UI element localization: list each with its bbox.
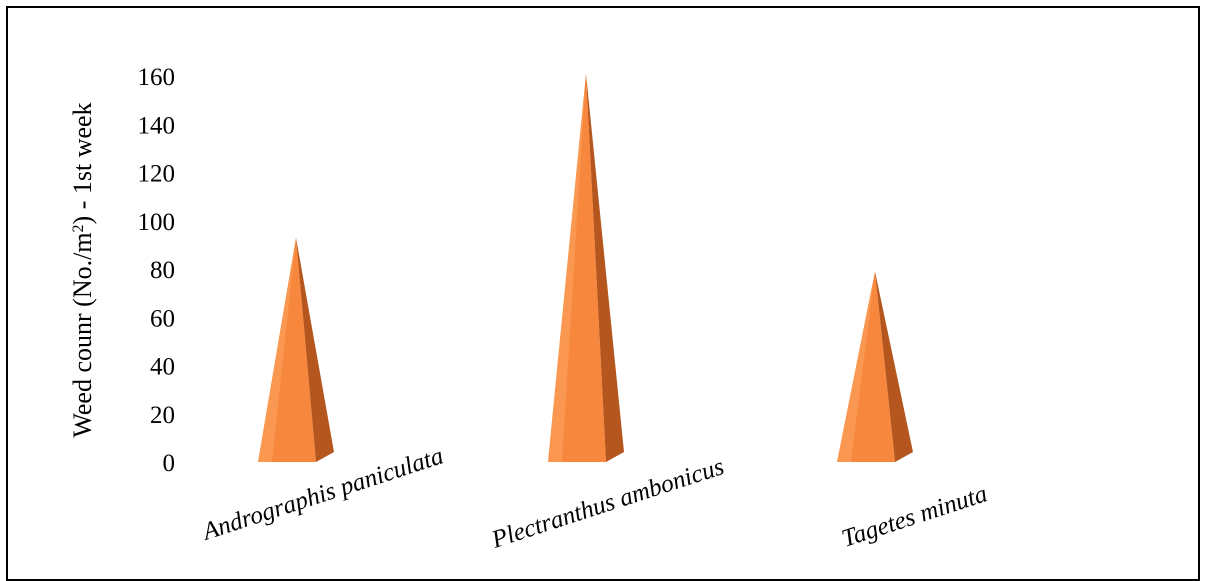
bars [258,73,913,463]
y-tick-label: 80 [150,257,175,284]
y-axis-label-main: Weed counr (No./m [68,232,97,437]
pyramid-bar [548,73,624,463]
pyramid-bar [837,271,913,462]
pyramid-side-face [875,271,913,462]
y-tick-label: 120 [138,161,176,188]
y-tick-label: 140 [138,112,176,139]
pyramid-side-face [586,73,624,463]
y-axis-label-superscript: 2 [70,224,87,232]
pyramid-highlight [548,73,586,463]
y-tick-label: 160 [138,64,176,91]
y-axis-ticks: 0 20 40 60 80 100 120 140 160 [138,64,176,477]
y-tick-label: 100 [138,209,176,236]
category-label: Plectranthus ambonicus [488,453,728,554]
pyramid-highlight [258,237,296,462]
y-axis-label-tail: ) - 1st week [68,102,97,224]
y-tick-label: 20 [150,402,175,429]
pyramid-highlight [837,271,875,462]
pyramid-bar [258,237,334,462]
y-tick-label: 0 [163,450,176,477]
pyramid-side-face [296,237,334,462]
y-tick-label: 40 [150,354,175,381]
y-axis-label: Weed counr (No./m2) - 1st week [68,102,97,437]
y-tick-label: 60 [150,305,175,332]
category-label: Tagetes minuta [839,480,991,552]
